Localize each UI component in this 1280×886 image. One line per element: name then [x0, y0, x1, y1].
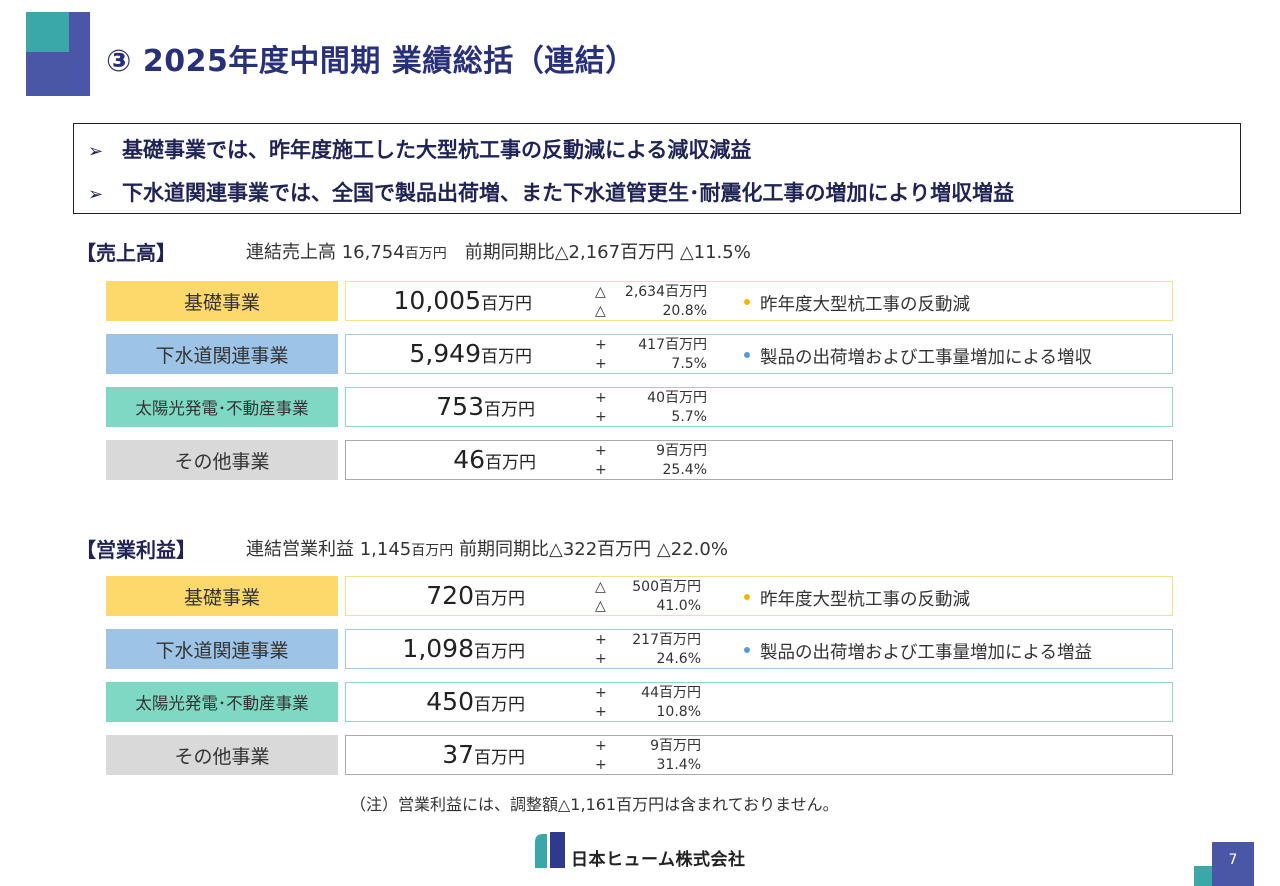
segment-value-box: 450百万円 +44百万円 +10.8%	[345, 682, 1173, 722]
yoy-change-amount: +40百万円	[595, 390, 707, 406]
yoy-change-amount: △ 2,634百万円	[595, 284, 707, 300]
company-name: 日本ヒューム株式会社	[571, 850, 746, 870]
segment-value: 1,098百万円	[402, 634, 525, 663]
segment-label: その他事業	[106, 440, 338, 480]
segment-value-box: 37百万円 +9百万円 +31.4%	[345, 735, 1173, 775]
yoy-change-rate: △ 20.8%	[595, 303, 707, 319]
summary-box: ➢ 基礎事業では、昨年度施工した大型杭工事の反動減による減収減益 ➢ 下水道関連事業…	[73, 123, 1241, 214]
yoy-change-rate: +24.6%	[595, 651, 701, 667]
yoy-change-amount: +9百万円	[595, 738, 701, 754]
summary-line-1: ➢ 基礎事業では、昨年度施工した大型杭工事の反動減による減収減益	[88, 138, 752, 162]
segment-label: その他事業	[106, 735, 338, 775]
segment-value: 753百万円	[436, 392, 535, 421]
segment-value-box: 10,005百万円 △ 2,634百万円 △ 20.8% 昨年度大型杭工事の反動減	[345, 281, 1173, 321]
segment-label: 太陽光発電･不動産事業	[106, 682, 338, 722]
sales-summary: 連結売上高 16,754百万円 前期同期比△2,167百万円 △11.5%	[246, 242, 751, 263]
segment-note: 昨年度大型杭工事の反動減	[744, 586, 970, 611]
segment-label: 基礎事業	[106, 281, 338, 321]
yoy-change-rate: +5.7%	[595, 409, 707, 425]
page-title: ③ 2025年度中間期 業績総括（連結）	[106, 44, 636, 79]
company-logo-icon	[535, 832, 565, 868]
profit-summary: 連結営業利益 1,145百万円 前期同期比△322百万円 △22.0%	[246, 539, 728, 560]
header-logo-accent	[26, 12, 69, 52]
yoy-change-amount: +217百万円	[595, 632, 701, 648]
segment-note: 昨年度大型杭工事の反動減	[744, 291, 970, 316]
segment-note: 製品の出荷増および工事量増加による増収	[744, 344, 1092, 369]
summary-line-2: ➢ 下水道関連事業では、全国で製品出荷増、また下水道管更生･耐震化工事の増加により…	[88, 181, 1015, 205]
yoy-change-amount: +9百万円	[595, 443, 707, 459]
yoy-change-rate: +31.4%	[595, 757, 701, 773]
bullet-dot-icon	[744, 299, 750, 305]
yoy-change-rate: +10.8%	[595, 704, 701, 720]
bullet-dot-icon	[744, 647, 750, 653]
segment-value: 5,949百万円	[409, 339, 532, 368]
segment-label: 太陽光発電･不動産事業	[106, 387, 338, 427]
segment-label: 基礎事業	[106, 576, 338, 616]
segment-value-box: 720百万円 △ 500百万円 △ 41.0% 昨年度大型杭工事の反動減	[345, 576, 1173, 616]
yoy-change-amount: △ 500百万円	[595, 579, 701, 595]
segment-label: 下水道関連事業	[106, 334, 338, 374]
page-number-accent	[1194, 866, 1216, 886]
yoy-change-rate: +25.4%	[595, 462, 707, 478]
segment-value: 10,005百万円	[393, 286, 532, 315]
yoy-change-amount: +44百万円	[595, 685, 701, 701]
page-number: 7	[1228, 852, 1238, 868]
arrow-bullet-icon: ➢	[88, 184, 104, 205]
segment-value: 450百万円	[426, 687, 525, 716]
segment-value-box: 753百万円 +40百万円 +5.7%	[345, 387, 1173, 427]
sales-heading: 【売上高】	[76, 241, 176, 265]
segment-value: 37百万円	[442, 740, 525, 769]
page-number-block	[1212, 842, 1254, 886]
bullet-dot-icon	[744, 594, 750, 600]
segment-value-box: 46百万円 +9百万円 +25.4%	[345, 440, 1173, 480]
footnote: （注）営業利益には、調整額△1,161百万円は含まれておりません。	[350, 795, 839, 814]
yoy-change-amount: +417百万円	[595, 337, 707, 353]
profit-heading: 【営業利益】	[76, 538, 196, 562]
segment-value-box: 1,098百万円 +217百万円 +24.6% 製品の出荷増および工事量増加による増益	[345, 629, 1173, 669]
bullet-dot-icon	[744, 352, 750, 358]
segment-value-box: 5,949百万円 +417百万円 +7.5% 製品の出荷増および工事量増加による増収	[345, 334, 1173, 374]
segment-label: 下水道関連事業	[106, 629, 338, 669]
yoy-change-rate: △ 41.0%	[595, 598, 701, 614]
arrow-bullet-icon: ➢	[88, 141, 104, 162]
segment-note: 製品の出荷増および工事量増加による増益	[744, 639, 1092, 664]
segment-value: 46百万円	[453, 445, 536, 474]
yoy-change-rate: +7.5%	[595, 356, 707, 372]
segment-value: 720百万円	[426, 581, 525, 610]
